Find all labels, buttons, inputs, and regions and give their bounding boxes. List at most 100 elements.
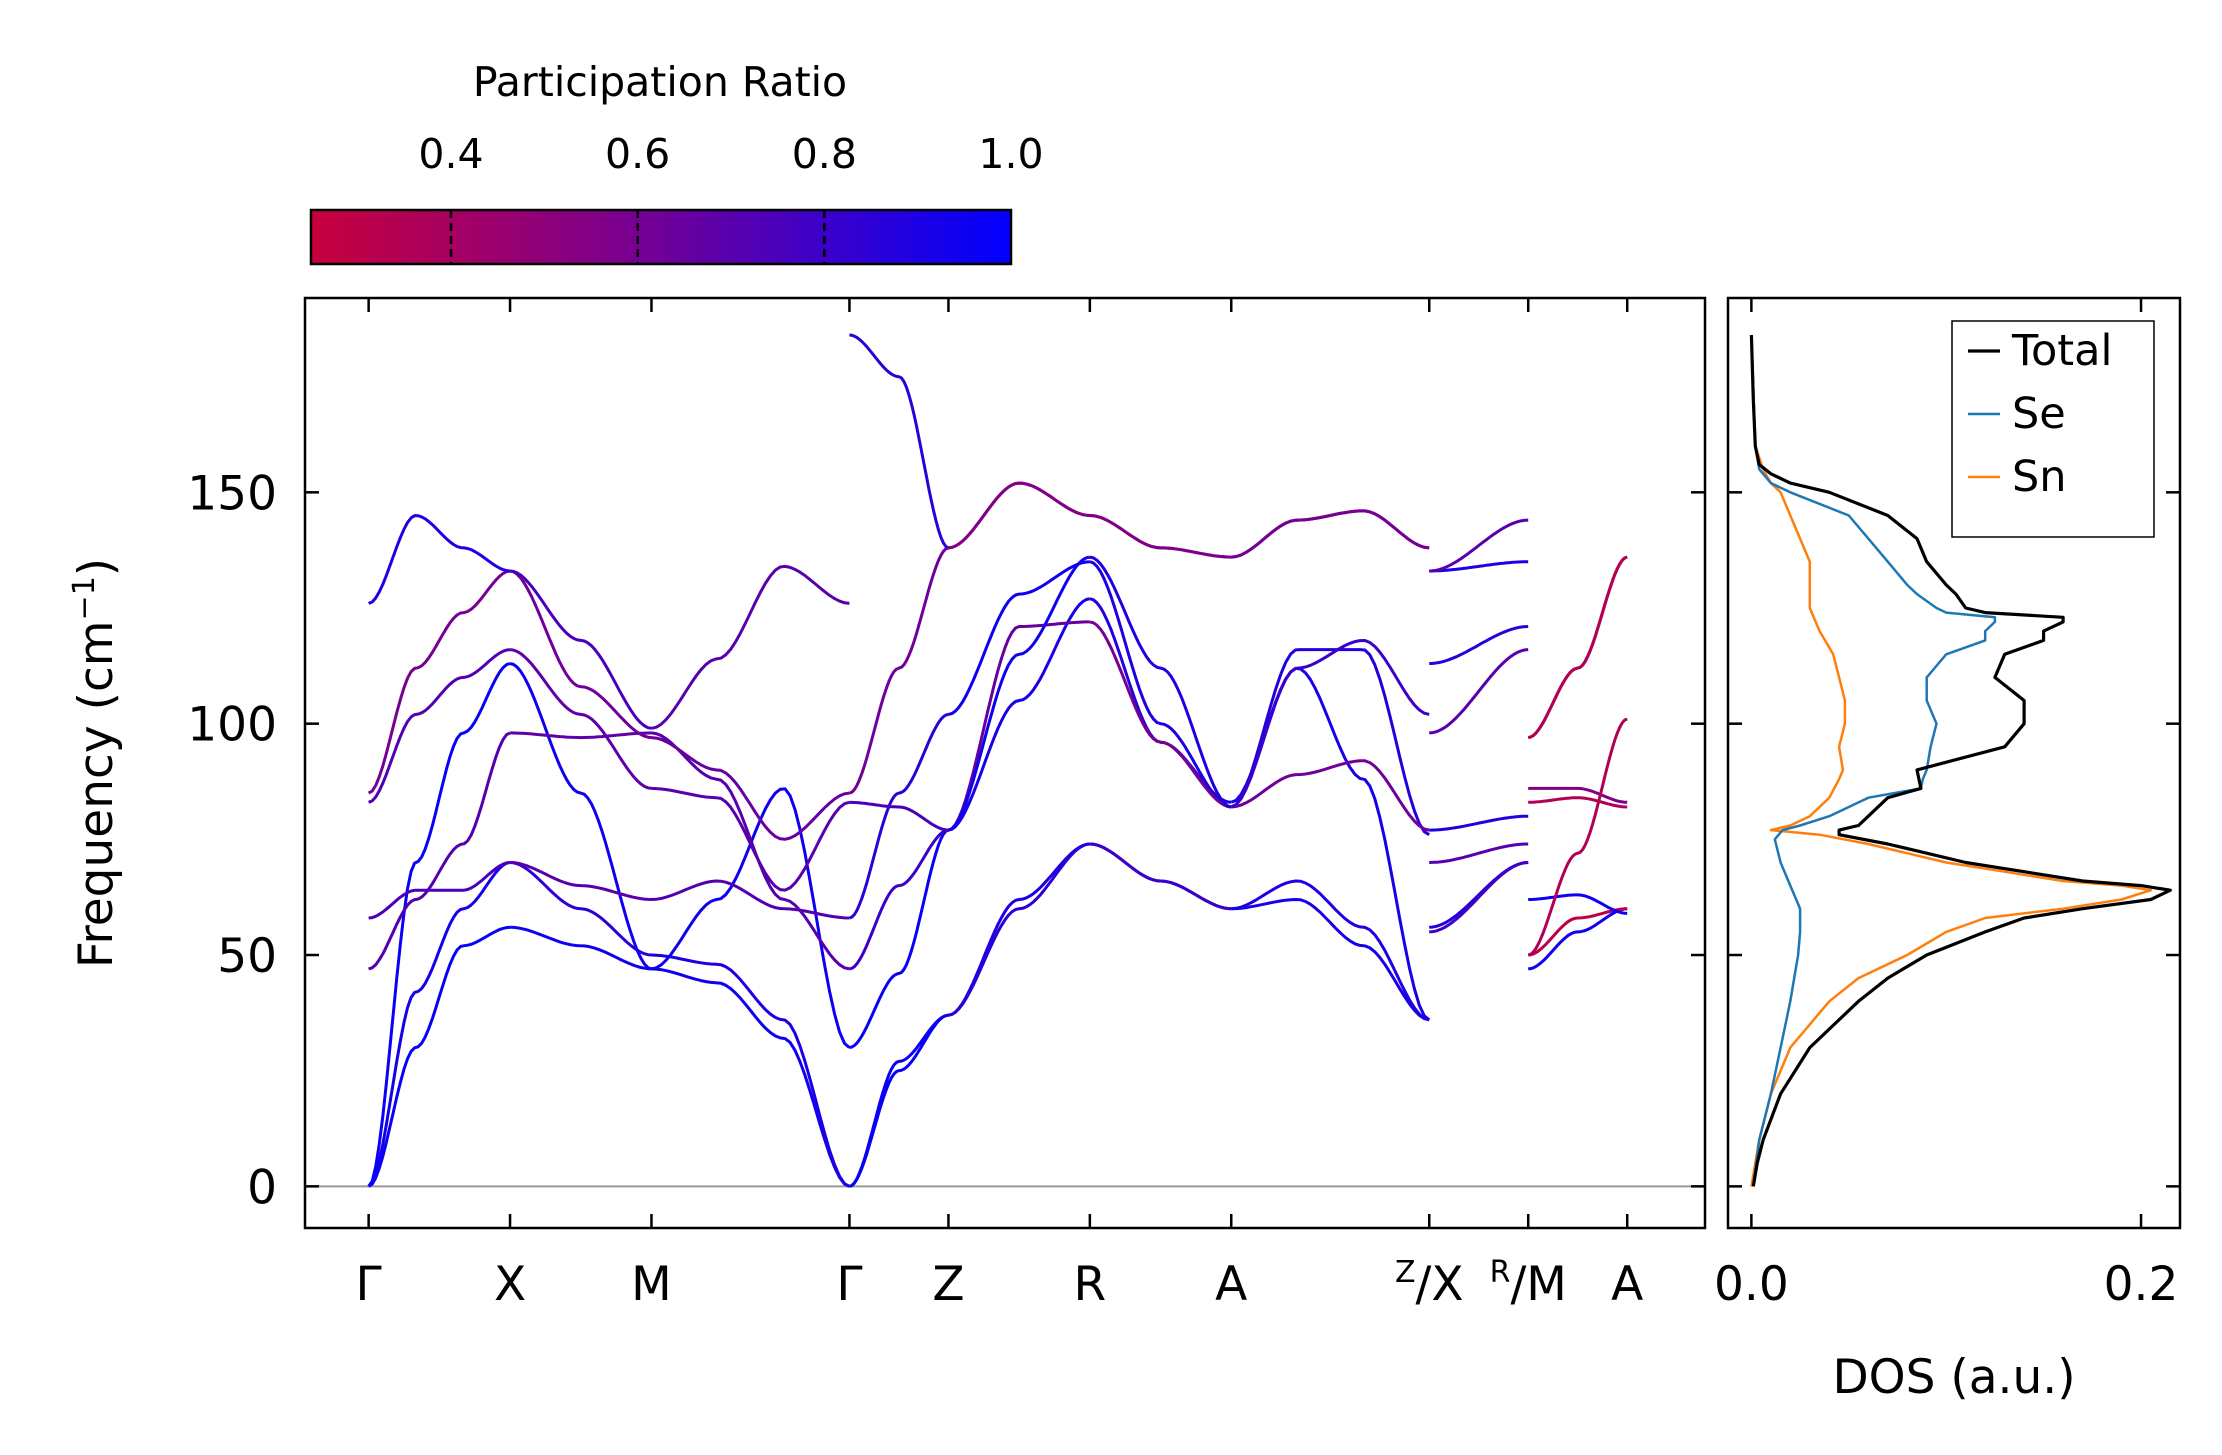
phonon-band-acoustic-3 xyxy=(509,662,653,971)
dos-x-tick-label: 0.2 xyxy=(2104,1257,2179,1312)
phonon-band-optical-1 xyxy=(651,879,850,920)
phonon-band-optical-2 xyxy=(368,731,511,971)
x-axis-label-dos: DOS (a.u.) xyxy=(1832,1350,2075,1405)
phonon-band-acoustic-3 xyxy=(1528,893,1628,915)
phonon-band-acoustic-3 xyxy=(849,828,949,1050)
k-point-label: Γ xyxy=(356,1257,382,1312)
phonon-band-optical-5 xyxy=(368,514,511,605)
legend-label-se: Se xyxy=(2012,389,2066,439)
phonon-band-optical-2 xyxy=(510,731,652,740)
phonon-band-optical-1 xyxy=(1230,648,1430,836)
phonon-band-optical-3 xyxy=(1230,639,1430,809)
phonon-band-acoustic-2 xyxy=(1528,907,1628,957)
phonon-band-acoustic-1 xyxy=(651,967,851,1188)
phonon-band-optical-1 xyxy=(948,560,1090,716)
phonon-band-optical-2 xyxy=(1528,786,1628,804)
dos-panel: 0.0 0.2 DOS (a.u.) Total Se Sn xyxy=(1714,296,2182,1405)
phonon-band-optical-2 xyxy=(947,620,1090,832)
colorbar: Participation Ratio 0.4 0.6 0.8 1.0 xyxy=(309,58,1044,266)
phonon-band-optical-4 xyxy=(367,569,511,795)
k-point-label: R/M xyxy=(1490,1255,1567,1312)
phonon-band-optical-3 xyxy=(368,648,511,804)
phonon-band-optical-5 xyxy=(509,569,652,730)
band-plot-frame xyxy=(303,296,1707,1230)
legend-label-sn: Sn xyxy=(2012,452,2067,502)
k-point-label: M xyxy=(631,1257,672,1312)
phonon-band-acoustic-2 xyxy=(948,842,1090,1017)
phonon-band-optical-5 xyxy=(1527,555,1628,740)
phonon-band-optical-4 xyxy=(948,481,1090,550)
phonon-band-acoustic-1 xyxy=(510,925,652,971)
phonon-band-acoustic-2 xyxy=(651,953,851,1188)
phonon-band-optical-3 xyxy=(1089,555,1232,809)
colorbar-tick-label: 0.4 xyxy=(418,130,483,178)
phonon-band-optical-1 xyxy=(1089,560,1232,809)
phonon-band-acoustic-3 xyxy=(1089,597,1232,804)
phonon-band-optical-3 xyxy=(509,648,652,790)
phonon-band-optical-1 xyxy=(510,861,652,901)
colorbar-tick-label: 1.0 xyxy=(978,130,1043,178)
dos-line-sn xyxy=(1750,334,2153,1187)
phonon-band-optical-2 xyxy=(651,731,850,971)
colorbar-title: Participation Ratio xyxy=(473,58,847,106)
colorbar-gradient xyxy=(309,208,1013,266)
legend: Total Se Sn xyxy=(1951,320,2155,538)
y-tick-label: 50 xyxy=(217,929,277,984)
phonon-band-optical-5 xyxy=(948,481,1090,550)
phonon-band-acoustic-3 xyxy=(948,597,1091,832)
phonon-band-acoustic-2 xyxy=(509,861,652,957)
phonon-band-optical-2 xyxy=(1089,620,1232,809)
dos-line-se xyxy=(1750,334,1997,1187)
phonon-band-optical-5 xyxy=(849,333,950,550)
legend-label-total: Total xyxy=(2011,326,2112,376)
phonon-band-optical-2 xyxy=(1231,759,1430,832)
phonon-band-optical-2 xyxy=(849,828,949,971)
k-point-label: X xyxy=(494,1257,526,1312)
phonon-band-optical-5 xyxy=(651,564,850,730)
k-point-label: Z/X xyxy=(1395,1255,1464,1312)
k-point-label: Γ xyxy=(836,1257,862,1312)
k-point-label: A xyxy=(1611,1257,1643,1312)
phonon-band-acoustic-1 xyxy=(367,925,511,1188)
phonon-band-optical-4 xyxy=(509,569,652,740)
dos-x-tick-label: 0.0 xyxy=(1714,1257,1789,1312)
phonon-band-optical-5 xyxy=(1429,518,1529,573)
k-point-label: A xyxy=(1215,1257,1247,1312)
dos-line-total xyxy=(1749,334,2172,1187)
phonon-band-optical-3 xyxy=(947,555,1091,832)
phonon-band-optical-4 xyxy=(848,546,949,795)
phonon-band-acoustic-2 xyxy=(1089,842,1232,911)
phonon-band-acoustic-3 xyxy=(367,662,511,1188)
phonon-band-acoustic-2 xyxy=(1231,879,1430,1022)
phonon-band-optical-3 xyxy=(651,786,850,892)
phonon-band-optical-1 xyxy=(1528,796,1628,809)
phonon-band-optical-4 xyxy=(651,736,850,841)
phonon-band-acoustic-2 xyxy=(367,861,511,1188)
band-structure-panel: 0 50 100 150 Γ X M Γ Z R A Z/X R/M A Frequency (cm−1) xyxy=(67,296,1707,1312)
k-point-label: Z xyxy=(932,1257,964,1312)
phonon-band-acoustic-1 xyxy=(1528,907,1628,971)
phonon-band-optical-5 xyxy=(1231,509,1430,559)
phonon-band-acoustic-1 xyxy=(1429,861,1529,929)
phonon-band-optical-2 xyxy=(1429,648,1529,735)
phonon-band-optical-1 xyxy=(368,861,511,920)
phonon-band-acoustic-2 xyxy=(848,1013,949,1188)
phonon-band-optical-1 xyxy=(848,712,949,920)
phonon-band-optical-4 xyxy=(1527,717,1628,957)
phonon-band-acoustic-3 xyxy=(1429,814,1529,832)
phonon-band-optical-4 xyxy=(1429,560,1529,573)
phonon-band-optical-1 xyxy=(1429,861,1529,934)
k-point-label: R xyxy=(1074,1257,1107,1312)
y-axis-label: Frequency (cm−1) xyxy=(67,558,124,968)
phonon-band-acoustic-3 xyxy=(1230,666,1431,1021)
dos-plot-frame xyxy=(1726,296,2182,1230)
phonon-band-optical-3 xyxy=(849,800,949,832)
phonon-band-optical-3 xyxy=(1429,625,1529,665)
y-tick-label: 100 xyxy=(187,698,277,753)
colorbar-tick-label: 0.6 xyxy=(605,130,670,178)
colorbar-tick-label: 0.8 xyxy=(792,130,857,178)
phonon-band-acoustic-1 xyxy=(1231,898,1430,1022)
y-tick-label: 150 xyxy=(187,466,277,521)
y-tick-label: 0 xyxy=(247,1160,277,1215)
